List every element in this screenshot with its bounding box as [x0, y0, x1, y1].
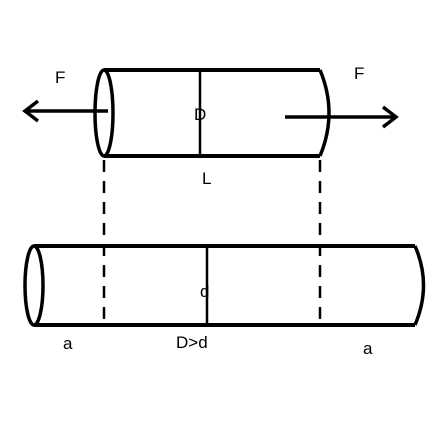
left-force-arrow: [22, 99, 108, 123]
diameter-upper-label: D: [194, 105, 206, 124]
lower-cylinder: [23, 244, 426, 327]
upper-cylinder: [93, 68, 331, 158]
length-label: L: [202, 169, 211, 188]
extension-left-label: a: [63, 334, 73, 353]
upper-cylinder-left-end-ellipse: [93, 68, 115, 158]
upper-cylinder-right-end-arc: [318, 69, 331, 157]
diameter-relation-label: D>d: [176, 333, 208, 352]
diameter-lower-label: d: [200, 282, 209, 301]
lower-cylinder-left-end-ellipse: [23, 244, 45, 327]
lower-cylinder-right-end-arc: [413, 245, 426, 326]
extension-right-label: a: [363, 339, 373, 358]
right-force-arrow: [285, 105, 399, 129]
force-left-label: F: [55, 68, 65, 87]
force-right-label: F: [354, 64, 364, 83]
